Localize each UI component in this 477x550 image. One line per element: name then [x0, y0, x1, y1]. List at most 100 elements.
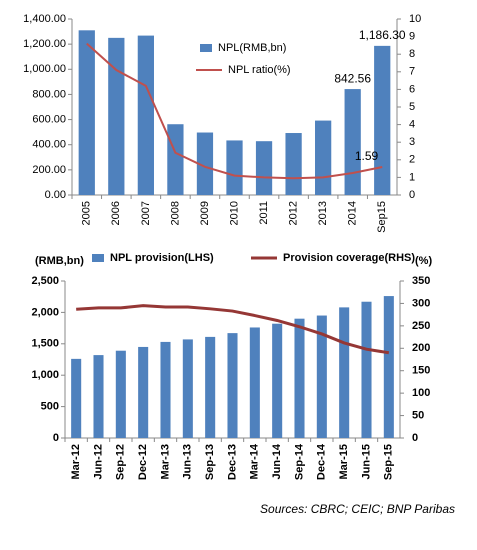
- x-tick-label: Mar-15: [338, 444, 350, 479]
- y-tick-label: 1,500: [31, 338, 59, 350]
- legend-label: Provision coverage(RHS): [283, 252, 415, 264]
- y2-tick-label: 100: [412, 387, 430, 399]
- y-tick-label: 400.00: [32, 139, 66, 151]
- legend-swatch: [200, 44, 212, 52]
- y2-tick-label: 2: [409, 154, 415, 166]
- y2-tick-label: 150: [412, 365, 430, 377]
- value-label: 1,186.30: [359, 28, 406, 42]
- bar: [167, 124, 184, 195]
- y2-tick-label: 250: [412, 320, 430, 332]
- x-tick-label: Sep15: [376, 201, 388, 233]
- x-tick-label: 2014: [347, 201, 359, 225]
- y2-tick-label: 6: [409, 83, 415, 95]
- x-tick-label: 2009: [199, 201, 211, 225]
- x-tick-label: Sep-15: [383, 444, 395, 480]
- legend-label: NPL provision(LHS): [110, 252, 214, 264]
- x-tick-label: Sep-14: [293, 443, 305, 480]
- x-tick-label: 2005: [81, 201, 93, 225]
- bar: [182, 339, 193, 438]
- legend-label: NPL(RMB,bn): [218, 42, 286, 54]
- value-label: 1.59: [355, 149, 379, 163]
- bar: [316, 315, 327, 438]
- y-tick-label: 1,000.00: [23, 63, 66, 75]
- y2-tick-label: 3: [409, 136, 415, 148]
- x-tick-label: Jun-14: [271, 443, 283, 479]
- bar: [137, 35, 154, 195]
- bar: [226, 140, 243, 195]
- x-tick-label: Sep-12: [115, 444, 127, 480]
- y-tick-label: 2,000: [31, 306, 59, 318]
- y2-tick-label: 200: [412, 342, 430, 354]
- y2-tick-label: 8: [409, 48, 415, 60]
- bar: [227, 333, 238, 438]
- y-tick-label: 800.00: [32, 88, 66, 100]
- bar: [249, 327, 260, 438]
- bar: [196, 132, 214, 195]
- x-tick-label: 2008: [169, 201, 181, 225]
- bar: [205, 336, 216, 438]
- y-tick-label: 1,400.00: [23, 13, 66, 25]
- y2-axis-unit: (%): [415, 255, 432, 267]
- x-tick-label: Dec-12: [137, 444, 149, 480]
- value-label: 842.56: [334, 71, 371, 85]
- x-tick-label: Sep-13: [204, 444, 216, 480]
- y2-tick-label: 0: [412, 432, 418, 444]
- bar: [93, 355, 104, 438]
- legend-label: NPL ratio(%): [228, 64, 291, 76]
- x-tick-label: Mar-12: [70, 444, 82, 479]
- x-tick-label: Dec-14: [316, 443, 328, 480]
- y-tick-label: 0: [53, 432, 59, 444]
- bar: [294, 318, 305, 438]
- x-tick-label: Dec-13: [226, 444, 238, 480]
- bar: [255, 141, 273, 195]
- bar: [138, 346, 149, 438]
- y2-tick-label: 0: [409, 189, 415, 201]
- y-tick-label: 1,000: [31, 369, 59, 381]
- bar: [339, 307, 350, 438]
- y-tick-label: 500: [41, 401, 59, 413]
- bar: [361, 301, 372, 438]
- x-tick-label: Jun-12: [92, 444, 104, 479]
- chart: 0.00 200.00 400.00 600.00 800.00 1,000.00 1,20…: [23, 13, 421, 233]
- legend-swatch: [92, 254, 104, 262]
- bar: [383, 296, 394, 438]
- y-tick-label: 0.00: [45, 189, 66, 201]
- bar: [344, 89, 361, 195]
- line: [86, 42, 383, 180]
- x-tick-label: Mar-14: [249, 443, 261, 479]
- source-note: Sources: CBRC; CEIC; BNP Paribas: [260, 502, 455, 516]
- x-tick-label: 2007: [140, 201, 152, 225]
- y2-tick-label: 5: [409, 101, 415, 113]
- y2-tick-label: 1: [409, 171, 415, 183]
- x-tick-label: 2006: [110, 201, 122, 225]
- bar: [272, 323, 283, 438]
- line: [76, 304, 390, 355]
- x-tick-label: 2013: [317, 201, 329, 225]
- y2-tick-label: 50: [412, 409, 424, 421]
- x-tick-label: 2010: [228, 201, 240, 225]
- y-tick-label: 200.00: [32, 164, 66, 176]
- bar: [285, 133, 302, 195]
- bar: [315, 120, 332, 195]
- bar: [115, 350, 126, 438]
- x-tick-label: 2012: [287, 201, 299, 225]
- y-tick-label: 600.00: [32, 113, 66, 125]
- y2-tick-label: 9: [409, 31, 415, 43]
- bar: [108, 37, 125, 195]
- chart: 0 500 1,000 1,500 2,000 2,500 0 50 100 150 200 250 3…: [31, 252, 432, 480]
- y2-tick-label: 7: [409, 66, 415, 78]
- x-tick-label: Jun-13: [182, 444, 194, 479]
- y2-tick-label: 350: [412, 275, 430, 287]
- bar: [160, 341, 171, 438]
- y-axis-unit: (RMB,bn): [35, 255, 84, 267]
- x-tick-label: Jun-15: [360, 444, 372, 479]
- y2-tick-label: 10: [409, 13, 421, 25]
- y2-tick-label: 300: [412, 297, 430, 309]
- y2-tick-label: 4: [409, 119, 415, 131]
- y-tick-label: 1,200.00: [23, 38, 66, 50]
- x-tick-label: Mar-13: [159, 444, 171, 479]
- y-tick-label: 2,500: [31, 275, 59, 287]
- bar: [374, 45, 391, 195]
- bar: [78, 30, 95, 195]
